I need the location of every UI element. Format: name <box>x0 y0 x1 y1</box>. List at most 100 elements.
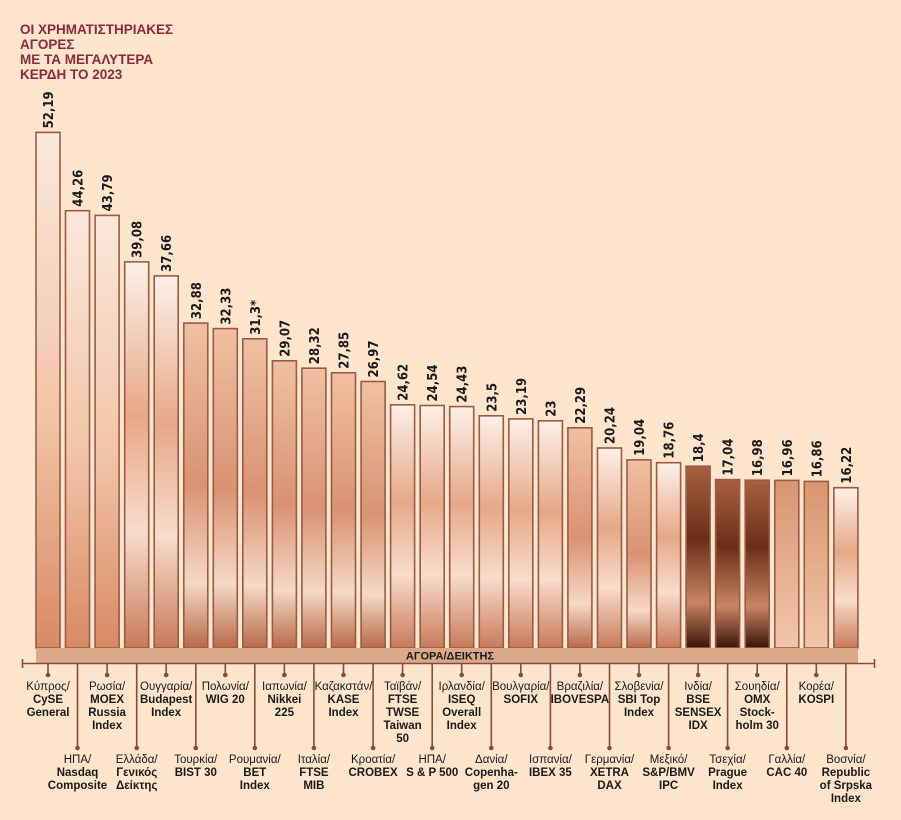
category-index: FTSE TWSE Taiwan 50 <box>383 694 422 745</box>
leader-lines-group <box>45 663 849 751</box>
category-index: Nasdaq Composite <box>47 767 108 792</box>
category-index: BSE SENSEX IDX <box>674 694 722 732</box>
category-index: OMX Stock- holm 30 <box>735 694 779 732</box>
bar <box>596 447 623 649</box>
category-label: Ιαπωνία/Nikkei 225 <box>239 681 329 720</box>
category-index: IBEX 35 <box>528 767 572 779</box>
category-label: Γαλλία/CAC 40 <box>742 754 832 780</box>
x-axis-label: ΑΓΟΡΑ/ΔΕΙΚΤΗΣ <box>406 651 495 663</box>
category-country: Γαλλία/ <box>768 754 806 766</box>
data-label: 39,08 <box>131 221 146 258</box>
category-label: Ελλάδα/Γενικός Δείκτης <box>92 754 182 793</box>
data-label: 22,29 <box>574 387 589 424</box>
leader-dot <box>341 672 346 678</box>
category-country: Γερμανία/ <box>584 754 635 766</box>
data-label: 32,88 <box>190 282 205 319</box>
category-label: Βουλγαρία/SOFIX <box>476 681 566 707</box>
category-country: Κροατία/ <box>350 754 396 766</box>
leader-dot <box>607 745 612 751</box>
bar <box>360 380 386 649</box>
data-label: 23,19 <box>515 378 530 415</box>
category-label: Κροατία/CROBEX <box>328 754 418 780</box>
category-label: Σουηδία/OMX Stock- holm 30 <box>712 681 802 733</box>
category-country: Σλοβενία/ <box>614 681 664 693</box>
leader-dot <box>400 672 405 678</box>
data-label: 29,07 <box>278 320 293 357</box>
category-index: FTSE MIB <box>299 767 329 792</box>
data-label: 23,5 <box>485 383 500 412</box>
category-label: Ινδία/BSE SENSEX IDX <box>653 681 743 733</box>
category-index: ISEQ Overall Index <box>442 694 482 732</box>
data-label: 24,54 <box>426 365 441 402</box>
bar <box>153 275 179 649</box>
category-country: ΗΠΑ/ <box>418 754 446 766</box>
category-index: Γενικός Δείκτης <box>115 767 158 792</box>
category-index: Copenha- gen 20 <box>464 767 518 792</box>
bar <box>64 209 91 649</box>
category-country: Ιαπωνία/ <box>262 681 307 693</box>
data-label: 23 <box>544 401 559 417</box>
leader-dot <box>518 672 524 678</box>
category-index: BIST 30 <box>174 767 217 779</box>
category-index: SOFIX <box>503 694 539 706</box>
category-label: ΗΠΑ/S & P 500 <box>387 754 477 780</box>
leader-dot <box>104 672 110 678</box>
category-country: Ιταλία/ <box>297 754 331 766</box>
bar <box>714 478 741 649</box>
bar <box>389 403 416 649</box>
bar <box>744 479 771 649</box>
category-country: Ρωσία/ <box>89 681 126 693</box>
bar <box>833 486 859 649</box>
category-country: Ουγγαρία/ <box>140 681 193 693</box>
value-labels-group: 52,19 44,26 43,79 39,08 37,66 32,88 32,33 31,3*… <box>42 91 855 483</box>
data-label: 16,98 <box>751 439 766 476</box>
leader-dot <box>311 745 317 751</box>
category-country: Ρουμανία/ <box>228 754 281 766</box>
category-label: Κορέα/KOSPI <box>771 681 861 707</box>
bar <box>212 327 239 649</box>
data-label: 24,62 <box>397 364 412 401</box>
category-label: Βραζιλία/IBOVESPA <box>535 681 625 707</box>
bar <box>803 480 830 649</box>
leader-dot <box>429 745 435 751</box>
category-country: Ινδία/ <box>684 681 712 693</box>
bar <box>626 459 652 649</box>
category-label: Ιρλανδία/ISEQ Overall Index <box>417 681 507 733</box>
category-country: Καζακστάν/ <box>314 681 373 693</box>
category-index: Prague Index <box>708 767 748 792</box>
category-country: ΗΠΑ/ <box>63 754 92 766</box>
category-country: Μεξικό/ <box>649 754 688 766</box>
category-index: SBI Top Index <box>617 694 661 719</box>
category-label: Δανία/Copenha- gen 20 <box>446 754 536 793</box>
leader-dot <box>75 745 80 751</box>
category-label: Πολωνία/WIG 20 <box>180 681 270 707</box>
leader-dot <box>163 672 169 678</box>
category-country: Ισπανία/ <box>528 754 572 766</box>
bar <box>655 461 682 649</box>
category-country: Δανία/ <box>475 754 508 766</box>
category-label: ΗΠΑ/Nasdaq Composite <box>33 754 123 793</box>
category-label: Κύπρος/CySE General <box>3 681 93 720</box>
category-label: Ταϊβάν/FTSE TWSE Taiwan 50 <box>358 681 448 746</box>
data-label: 16,22 <box>840 447 855 484</box>
data-label: 27,85 <box>338 332 353 369</box>
category-country: Κορέα/ <box>798 681 835 693</box>
data-label: 26,97 <box>367 341 382 378</box>
category-country: Ταϊβάν/ <box>384 681 422 693</box>
category-index: CySE General <box>26 694 70 719</box>
leader-dot <box>636 672 642 678</box>
leader-dot <box>45 672 51 678</box>
category-country: Πολωνία/ <box>201 681 249 693</box>
bar <box>35 131 61 649</box>
category-country: Σουηδία/ <box>734 681 780 693</box>
leader-dot <box>695 672 701 678</box>
leader-dot <box>843 745 849 751</box>
bar <box>301 367 327 649</box>
data-label: 17,04 <box>722 439 737 476</box>
data-label: 18,4 <box>692 433 707 462</box>
bar <box>183 322 209 649</box>
category-index: Budapest Index <box>139 694 193 719</box>
leader-dot <box>577 672 583 678</box>
category-label: Γερμανία/XETRA DAX <box>565 754 655 793</box>
category-index: Republic of Srpska Index <box>819 767 873 805</box>
